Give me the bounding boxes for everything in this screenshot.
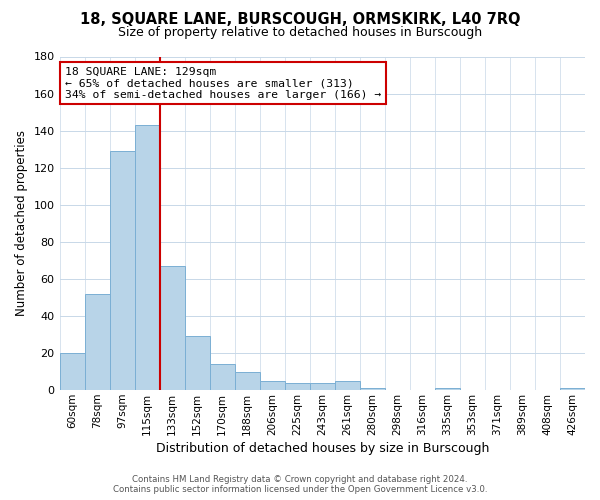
Bar bbox=[235, 372, 260, 390]
Bar bbox=[260, 381, 285, 390]
Bar bbox=[160, 266, 185, 390]
Bar bbox=[185, 336, 209, 390]
Bar bbox=[360, 388, 385, 390]
Bar bbox=[560, 388, 585, 390]
Bar bbox=[209, 364, 235, 390]
Bar bbox=[85, 294, 110, 390]
Text: Contains HM Land Registry data © Crown copyright and database right 2024.
Contai: Contains HM Land Registry data © Crown c… bbox=[113, 474, 487, 494]
Text: Size of property relative to detached houses in Burscough: Size of property relative to detached ho… bbox=[118, 26, 482, 39]
Bar bbox=[285, 382, 310, 390]
Y-axis label: Number of detached properties: Number of detached properties bbox=[15, 130, 28, 316]
Text: 18, SQUARE LANE, BURSCOUGH, ORMSKIRK, L40 7RQ: 18, SQUARE LANE, BURSCOUGH, ORMSKIRK, L4… bbox=[80, 12, 520, 28]
X-axis label: Distribution of detached houses by size in Burscough: Distribution of detached houses by size … bbox=[155, 442, 489, 455]
Bar bbox=[59, 353, 85, 390]
Bar bbox=[110, 151, 134, 390]
Bar bbox=[310, 382, 335, 390]
Bar bbox=[134, 125, 160, 390]
Bar bbox=[435, 388, 460, 390]
Bar bbox=[335, 381, 360, 390]
Text: 18 SQUARE LANE: 129sqm
← 65% of detached houses are smaller (313)
34% of semi-de: 18 SQUARE LANE: 129sqm ← 65% of detached… bbox=[65, 66, 381, 100]
